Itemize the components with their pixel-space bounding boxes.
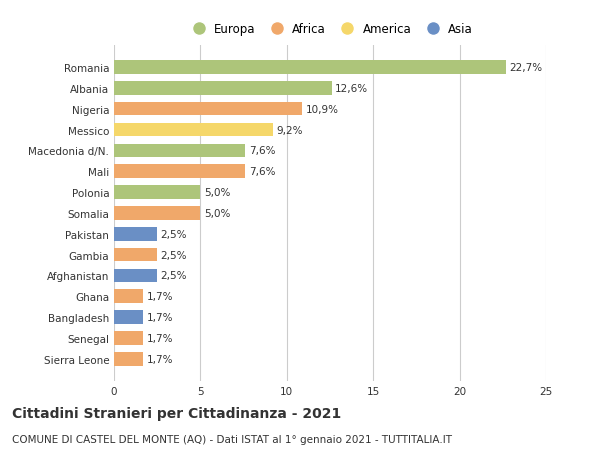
Text: 1,7%: 1,7% — [147, 354, 173, 364]
Bar — [114, 331, 143, 345]
Text: 2,5%: 2,5% — [161, 271, 187, 281]
Text: 7,6%: 7,6% — [249, 167, 275, 177]
Text: Cittadini Stranieri per Cittadinanza - 2021: Cittadini Stranieri per Cittadinanza - 2… — [12, 406, 341, 420]
Bar — [114, 207, 200, 220]
Text: 10,9%: 10,9% — [306, 105, 339, 114]
Text: COMUNE DI CASTEL DEL MONTE (AQ) - Dati ISTAT al 1° gennaio 2021 - TUTTITALIA.IT: COMUNE DI CASTEL DEL MONTE (AQ) - Dati I… — [12, 434, 452, 444]
Bar — [114, 186, 200, 199]
Text: 5,0%: 5,0% — [204, 208, 230, 218]
Bar — [114, 352, 143, 366]
Text: 1,7%: 1,7% — [147, 333, 173, 343]
Text: 7,6%: 7,6% — [249, 146, 275, 156]
Bar — [114, 82, 332, 95]
Text: 2,5%: 2,5% — [161, 229, 187, 239]
Text: 2,5%: 2,5% — [161, 250, 187, 260]
Text: 1,7%: 1,7% — [147, 313, 173, 322]
Bar — [114, 123, 273, 137]
Legend: Europa, Africa, America, Asia: Europa, Africa, America, Asia — [182, 18, 478, 41]
Bar — [114, 248, 157, 262]
Bar — [114, 269, 157, 283]
Bar — [114, 103, 302, 116]
Bar — [114, 290, 143, 303]
Text: 12,6%: 12,6% — [335, 84, 368, 94]
Bar — [114, 165, 245, 179]
Bar — [114, 61, 506, 75]
Text: 1,7%: 1,7% — [147, 291, 173, 302]
Text: 5,0%: 5,0% — [204, 188, 230, 198]
Bar — [114, 144, 245, 158]
Text: 9,2%: 9,2% — [277, 125, 303, 135]
Bar — [114, 311, 143, 324]
Bar — [114, 228, 157, 241]
Text: 22,7%: 22,7% — [510, 63, 543, 73]
